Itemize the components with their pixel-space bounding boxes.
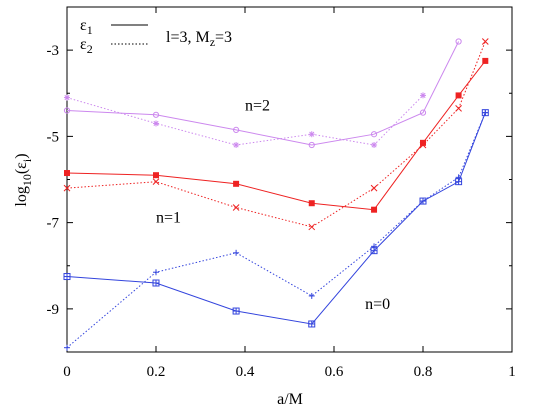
ticks: 0 0.2 0.4 0.6 0.8 1 -3 -5 -7 -9 [47,7,516,380]
y-tick-label-1: -5 [47,129,60,145]
data-point [152,178,160,186]
data-point [153,269,159,276]
data-point [419,109,427,116]
data-point [481,38,489,45]
data-point [63,184,71,192]
data-point [482,57,489,64]
data-point [153,172,159,179]
data-point [233,180,240,187]
data-point [308,292,315,299]
data-point [152,111,160,118]
x-tick-label-0: 0 [63,364,71,380]
series-n0-eps2 [64,109,489,351]
data-point [420,198,426,205]
data-point [64,344,70,351]
data-point [152,279,160,287]
data-point [482,109,489,116]
series-line [66,60,486,211]
y-tick-label-0: -3 [47,43,60,59]
data-point [232,307,240,315]
x-tick-label-1: 0.2 [147,364,166,380]
data-point [233,126,240,134]
data-point [64,94,70,101]
data-point [308,131,315,138]
y-axis-title: log10(εi) [13,153,34,206]
plot-frame [66,6,513,353]
data-point [420,92,426,99]
legend: ε1 ε2 l=3, Mz=3 [80,17,232,56]
annotation-n0: n=0 [365,296,390,313]
data-point [371,243,378,250]
data-point [63,107,71,114]
annotation-n2: n=2 [245,98,270,115]
x-tick-label-3: 0.6 [325,364,344,380]
series-layer [63,38,489,351]
data-point [308,320,316,328]
annotation-n1: n=1 [156,210,181,227]
data-point [370,184,378,192]
series-line [66,41,486,228]
data-point [64,170,70,177]
data-point [371,142,378,148]
data-point [455,174,462,181]
data-point [233,142,240,148]
y-tick-label-2: -7 [47,216,60,232]
series-n2-eps1 [63,38,462,149]
data-point [232,204,240,211]
data-point [63,273,71,281]
data-point [455,92,462,99]
data-point [455,104,462,112]
data-point [371,206,378,213]
legend-label-eps2: ε2 [80,36,93,56]
data-point [455,38,462,45]
x-tick-label-2: 0.4 [236,364,255,380]
data-point [233,249,240,256]
legend-params: l=3, Mz=3 [166,29,232,49]
data-point [308,200,315,207]
series-n2-eps2 [64,92,426,148]
series-line [66,95,424,146]
series-n1-eps2 [63,38,489,231]
data-point [153,120,159,127]
y-tick-label-3: -9 [47,302,60,318]
data-point [308,223,316,231]
series-line [66,112,486,349]
series-line [66,112,486,325]
series-n1-eps1 [64,57,489,213]
data-point [419,141,427,149]
series-line [66,41,460,146]
x-axis-title: a/M [277,391,303,408]
data-point [420,139,426,146]
x-tick-label-5: 1 [508,364,516,380]
x-tick-label-4: 0.8 [414,364,433,380]
legend-label-eps1: ε1 [80,17,93,37]
data-point [370,131,378,138]
data-point [308,141,315,149]
annotations: n=2 n=1 n=0 [156,98,390,313]
